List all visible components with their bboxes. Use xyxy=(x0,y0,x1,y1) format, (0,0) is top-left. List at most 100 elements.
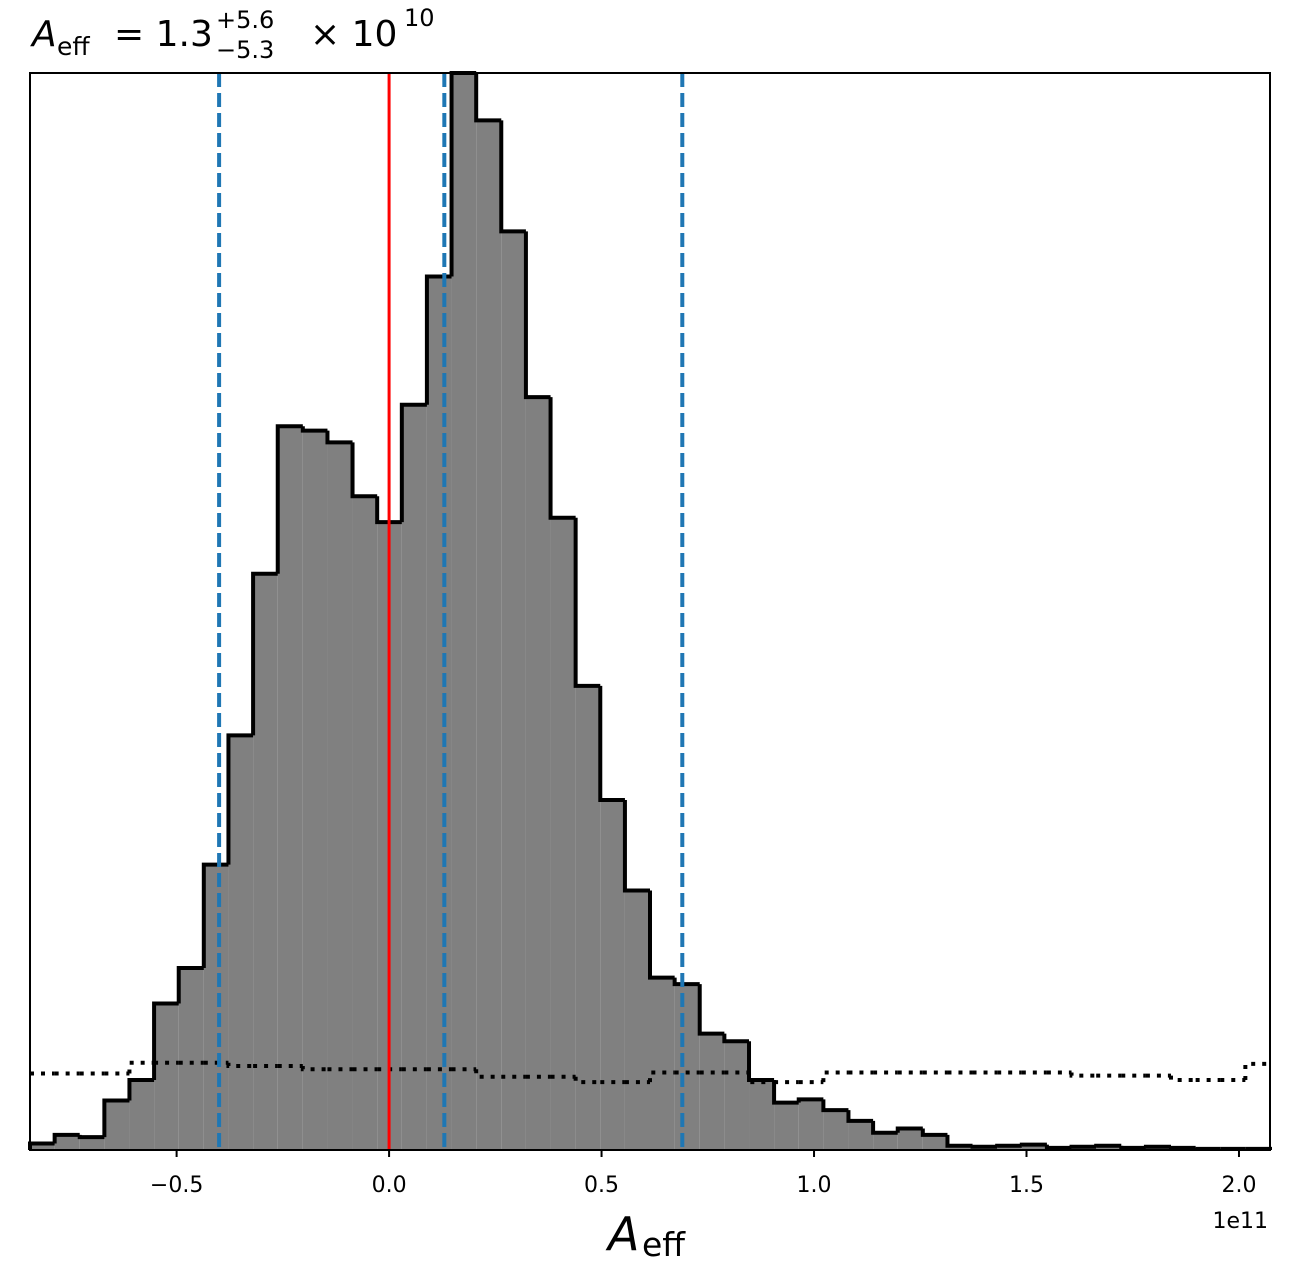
bar xyxy=(476,120,502,1151)
x-tick-label: 1.0 xyxy=(797,1173,832,1198)
bar-outline xyxy=(251,571,278,736)
bar-outline xyxy=(672,977,700,987)
prior-outline xyxy=(1069,1072,1097,1078)
x-tick-label: −0.5 xyxy=(150,1173,203,1198)
bar-outline xyxy=(226,733,254,865)
bar-outline xyxy=(1143,1144,1171,1149)
bar-outline xyxy=(474,73,502,123)
bar xyxy=(897,1128,923,1150)
bar-outline xyxy=(1094,1143,1122,1148)
bar-outline xyxy=(622,799,650,893)
title-upper: +5.6 xyxy=(216,6,274,34)
prior-outline xyxy=(300,1065,328,1072)
prior-outline xyxy=(1243,1061,1270,1080)
bar-outline xyxy=(648,890,675,980)
bar-outline xyxy=(127,1077,155,1101)
bar-outline xyxy=(275,424,303,574)
bar xyxy=(1021,1144,1047,1150)
prior-outline xyxy=(127,1060,155,1074)
x-tick-label: 1.5 xyxy=(1009,1173,1044,1198)
bar xyxy=(674,984,700,1150)
bar-outline xyxy=(548,397,576,520)
bar-outline xyxy=(1044,1144,1072,1150)
bar xyxy=(277,426,303,1151)
bar-outline xyxy=(1168,1145,1196,1150)
bar-outline xyxy=(945,1134,973,1148)
bar xyxy=(30,1143,55,1150)
bar-outline xyxy=(523,231,551,400)
title-lower: −5.3 xyxy=(216,36,274,64)
bar xyxy=(203,864,229,1150)
bar xyxy=(327,442,353,1150)
bar-outline xyxy=(895,1126,923,1133)
title-value: = 1.3 xyxy=(114,14,213,55)
bar xyxy=(104,1100,130,1150)
bar-outline xyxy=(796,1097,824,1103)
x-tick-label: 0.5 xyxy=(584,1173,619,1198)
title-times: × 10 xyxy=(310,14,397,55)
bar xyxy=(575,685,601,1150)
x-offset-label: 1e11 xyxy=(1212,1209,1268,1234)
bar-outline xyxy=(152,1001,179,1080)
bar-outline xyxy=(920,1128,948,1137)
bar-outline xyxy=(52,1132,80,1144)
bar xyxy=(302,430,328,1151)
bar xyxy=(154,1003,179,1150)
bar xyxy=(451,73,477,1150)
bar-outline xyxy=(846,1110,874,1123)
bar xyxy=(650,977,675,1150)
bar xyxy=(600,799,625,1150)
bar-outline xyxy=(325,430,353,445)
bar-outline xyxy=(1193,1146,1221,1151)
bar-outline xyxy=(350,442,378,499)
bar xyxy=(1096,1145,1122,1150)
prior-outline xyxy=(474,1069,502,1079)
bar xyxy=(253,573,278,1150)
bar xyxy=(54,1134,80,1150)
bar xyxy=(79,1137,105,1150)
bar xyxy=(823,1110,849,1150)
prior-outline xyxy=(747,1072,775,1085)
plot-frame xyxy=(29,72,1271,1151)
bar-outline xyxy=(102,1098,130,1138)
x-label-symbol: A xyxy=(605,1207,639,1261)
title-symbol: A xyxy=(30,14,57,55)
bar-outline xyxy=(176,965,204,1004)
prior-outline xyxy=(226,1062,254,1068)
bar xyxy=(848,1120,874,1150)
bar-outline xyxy=(1019,1142,1047,1147)
bar-outline xyxy=(375,496,402,525)
bar xyxy=(525,397,551,1150)
bar-outline xyxy=(772,1079,799,1105)
bar-outline xyxy=(598,685,625,802)
bar xyxy=(947,1145,973,1150)
bar xyxy=(550,517,576,1150)
title-subscript: eff xyxy=(57,32,90,61)
prior-outline xyxy=(573,1076,601,1085)
bar-outline xyxy=(499,120,526,234)
bar-outline xyxy=(399,402,427,523)
bar xyxy=(228,735,254,1150)
bar xyxy=(873,1132,898,1150)
bar-outline xyxy=(821,1099,849,1113)
title-exponent: 10 xyxy=(404,4,435,32)
bar-outline xyxy=(722,1033,750,1044)
bar xyxy=(922,1134,948,1150)
bar xyxy=(129,1079,155,1150)
bar-outline xyxy=(1119,1145,1146,1150)
x-label-subscript: eff xyxy=(642,1225,686,1264)
bar xyxy=(624,890,650,1150)
bar-outline xyxy=(995,1143,1022,1148)
bar xyxy=(724,1041,750,1150)
bar-outline xyxy=(1069,1144,1097,1149)
bar xyxy=(749,1079,775,1150)
bar-outline xyxy=(300,426,328,433)
bar xyxy=(798,1099,824,1150)
bar xyxy=(501,231,526,1151)
bar xyxy=(178,967,204,1150)
bar-outline xyxy=(747,1041,775,1082)
bar xyxy=(352,496,378,1150)
bar xyxy=(774,1102,799,1150)
